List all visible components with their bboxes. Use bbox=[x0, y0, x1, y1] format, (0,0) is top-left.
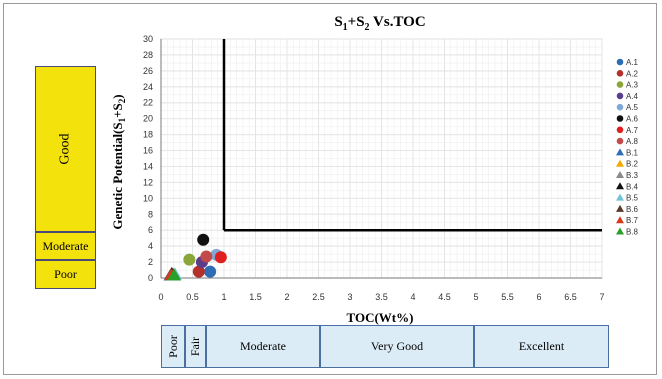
legend-marker-B.5 bbox=[616, 193, 624, 201]
y-tick-label: 8 bbox=[148, 209, 153, 219]
y-tick-label: 6 bbox=[148, 225, 153, 235]
axis-layer: 0 0.5 1 1.5 2 2.5 3 3.5 4 4.5 5 5.5 6 6.5 702468101214… bbox=[143, 34, 605, 302]
legend-marker-A.4 bbox=[616, 92, 624, 100]
x-axis-label: TOC(Wt%) bbox=[347, 310, 414, 325]
toc-band-moderate: Moderate bbox=[206, 325, 320, 368]
x-tick-label: 5.5 bbox=[501, 292, 514, 302]
chart-title: S1+S2 Vs.TOC bbox=[334, 14, 425, 33]
y-tick-label: 24 bbox=[143, 82, 153, 92]
band-poor: Poor bbox=[35, 260, 96, 289]
legend-label-A.8: A.8 bbox=[626, 137, 639, 146]
y-tick-label: 28 bbox=[143, 50, 153, 60]
x-tick-label: 3.5 bbox=[375, 292, 388, 302]
x-tick-label: 6 bbox=[536, 292, 541, 302]
legend-marker-B.7 bbox=[616, 216, 624, 224]
data-point-A.3 bbox=[183, 253, 196, 266]
y-tick-label: 20 bbox=[143, 114, 153, 124]
y-tick-label: 22 bbox=[143, 98, 153, 108]
band-good: Good bbox=[35, 66, 96, 232]
legend-marker-B.1 bbox=[616, 148, 624, 156]
legend-label-A.3: A.3 bbox=[626, 81, 639, 90]
x-tick-label: 1.5 bbox=[249, 292, 262, 302]
legend-marker-A.5 bbox=[616, 103, 624, 111]
y-tick-label: 0 bbox=[148, 273, 153, 283]
x-tick-label: 1 bbox=[221, 292, 226, 302]
band-moderate: Moderate bbox=[35, 232, 96, 260]
legend-marker-A.1 bbox=[616, 58, 624, 66]
chart-frame bbox=[3, 3, 657, 375]
x-tick-label: 2.5 bbox=[312, 292, 325, 302]
toc-band-excellent: Excellent bbox=[474, 325, 609, 368]
legend-label-B.2: B.2 bbox=[626, 160, 639, 169]
x-tick-label: 0 bbox=[158, 292, 163, 302]
toc-band-very-good: Very Good bbox=[320, 325, 474, 368]
y-tick-label: 4 bbox=[148, 241, 153, 251]
legend-label-A.6: A.6 bbox=[626, 115, 639, 124]
legend-label-A.2: A.2 bbox=[626, 69, 639, 78]
y-tick-label: 10 bbox=[143, 193, 153, 203]
legend-marker-A.2 bbox=[616, 70, 624, 77]
y-tick-label: 12 bbox=[143, 177, 153, 187]
legend-label-B.4: B.4 bbox=[626, 182, 639, 191]
legend-label-A.5: A.5 bbox=[626, 103, 639, 112]
legend-label-B.6: B.6 bbox=[626, 205, 639, 214]
x-tick-label: 4 bbox=[410, 292, 415, 302]
data-point-A.2 bbox=[192, 265, 205, 278]
legend-label-B.3: B.3 bbox=[626, 171, 639, 180]
x-tick-label: 0.5 bbox=[186, 292, 199, 302]
legend-label-B.1: B.1 bbox=[626, 148, 639, 157]
y-tick-label: 26 bbox=[143, 66, 153, 76]
y-axis-label: Genetic Potential(S1+S2) bbox=[110, 94, 127, 229]
legend-marker-A.6 bbox=[616, 115, 624, 122]
legend-marker-B.6 bbox=[616, 204, 624, 212]
x-tick-label: 7 bbox=[599, 292, 604, 302]
data-point-A.7 bbox=[214, 251, 227, 264]
legend-marker-A.8 bbox=[616, 137, 624, 145]
legend-marker-B.3 bbox=[616, 171, 624, 178]
legend-marker-A.7 bbox=[616, 126, 624, 134]
legend-marker-B.8 bbox=[616, 227, 624, 235]
toc-band-fair: Fair bbox=[185, 325, 206, 368]
y-tick-label: 18 bbox=[143, 130, 153, 140]
y-tick-label: 14 bbox=[143, 161, 153, 171]
legend-marker-B.2 bbox=[616, 159, 624, 167]
legend-marker-A.3 bbox=[616, 81, 624, 88]
y-tick-label: 16 bbox=[143, 146, 153, 156]
x-tick-label: 4.5 bbox=[438, 292, 451, 302]
x-tick-label: 3 bbox=[347, 292, 352, 302]
x-tick-label: 2 bbox=[284, 292, 289, 302]
toc-band-poor: Poor bbox=[161, 325, 185, 368]
point-layer bbox=[163, 233, 227, 281]
legend-label-A.7: A.7 bbox=[626, 126, 639, 135]
legend-label-B.8: B.8 bbox=[626, 228, 639, 237]
legend-label-A.4: A.4 bbox=[626, 92, 639, 101]
y-tick-label: 2 bbox=[148, 257, 153, 267]
legend-label-B.7: B.7 bbox=[626, 216, 639, 225]
threshold-layer bbox=[222, 39, 602, 232]
x-tick-label: 5 bbox=[473, 292, 478, 302]
legend-layer: A.1 A.2 A.3 A.4 A.5 A.6 A.7 A.8 B.1 B.2 B.3 B.4 B.5 B… bbox=[616, 58, 639, 237]
legend-marker-B.4 bbox=[616, 182, 624, 190]
y-tick-label: 30 bbox=[143, 34, 153, 44]
legend-label-A.1: A.1 bbox=[626, 58, 639, 67]
legend-label-B.5: B.5 bbox=[626, 194, 639, 203]
data-point-A.1 bbox=[204, 265, 217, 278]
data-point-A.6 bbox=[197, 233, 210, 246]
data-point-B.8 bbox=[167, 268, 182, 281]
data-point-A.8 bbox=[200, 250, 213, 263]
grid-layer bbox=[160, 38, 603, 279]
x-tick-label: 6.5 bbox=[564, 292, 577, 302]
